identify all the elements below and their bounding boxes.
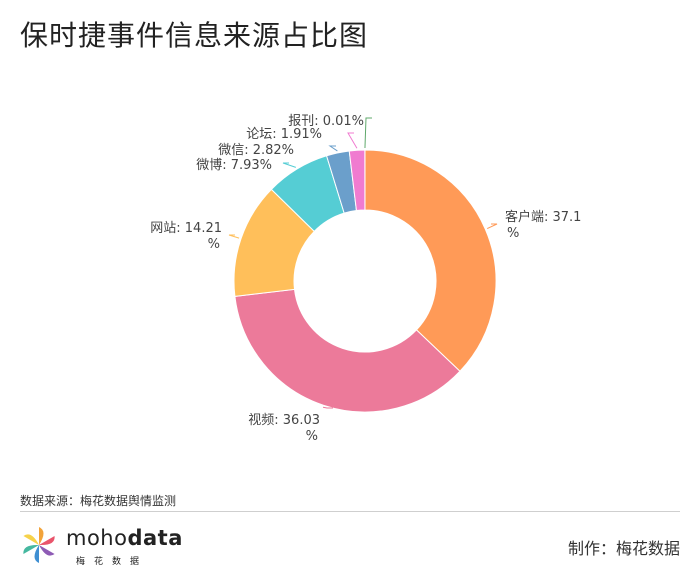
donut-slice-2 [234,288,461,413]
leader-line-1 [487,223,498,230]
donut-chart: 客户端: 37.1 % 视频: 36.03 % 网站: 14.21 % 微博: 7.93%微… [150,114,581,444]
slice-label-5: 微信: 2.82% [218,143,294,158]
leader-line-5 [328,145,338,152]
logo-subtitle: 梅花数据 [76,557,149,567]
leader-line-2 [322,406,333,409]
leader-line-4 [282,162,296,168]
data-source-note: 数据来源：梅花数据舆情监测 [20,494,177,508]
leader-line-6 [347,132,358,149]
donut-slice-1 [364,149,497,372]
slice-label-3: 网站: 14.21% [150,221,222,252]
slice-label-7: 报刊: 0.01% [288,114,364,129]
pinwheel-flower-icon [23,527,55,563]
logo-wordmark: mohodata [66,526,183,550]
footer-divider [20,511,680,512]
slice-label-4: 微博: 7.93% [196,158,272,173]
chart-title: 保时捷事件信息来源占比图 [20,19,369,52]
slice-label-6: 论坛: 1.91% [246,127,322,142]
slice-label-2: 视频: 36.03% [248,413,320,444]
leader-line-7 [364,117,372,149]
leader-line-3 [228,234,240,239]
slice-label-1: 客户端: 37.1% [505,209,581,241]
mohodata-logo: mohodata 梅花数据 [18,524,182,568]
credit-text: 制作：梅花数据 [567,539,680,558]
